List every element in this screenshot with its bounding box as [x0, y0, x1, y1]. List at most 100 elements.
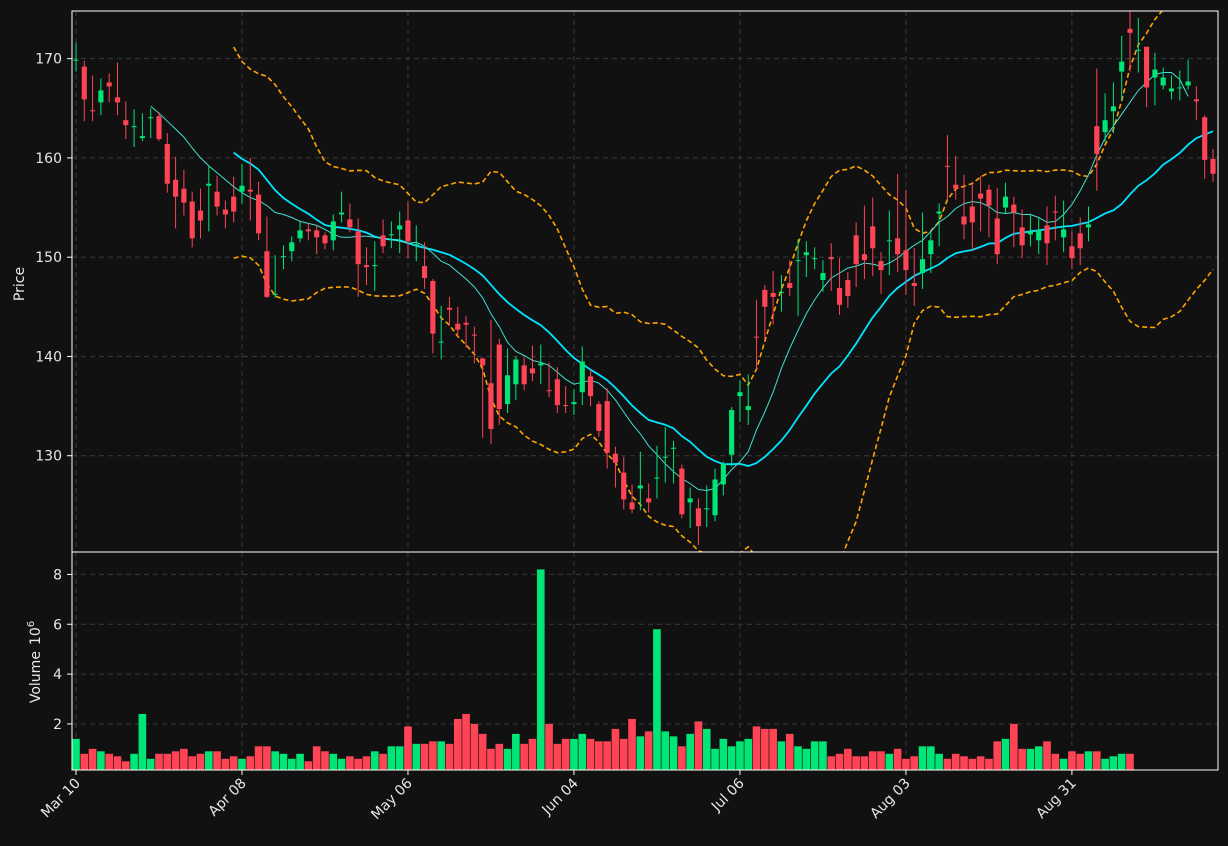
candle-body: [870, 226, 876, 249]
candle-body: [812, 258, 818, 260]
candle-body: [770, 292, 776, 297]
candle-body: [330, 221, 336, 241]
volume-bar: [536, 569, 545, 770]
upper-band-line: [233, 11, 1164, 387]
volume-bar: [1092, 751, 1101, 770]
candle-body: [339, 212, 345, 215]
candle-body: [397, 225, 403, 230]
candle-body: [206, 183, 212, 186]
volume-bar: [902, 758, 910, 770]
candle-body: [612, 453, 619, 463]
candle-body: [1069, 246, 1075, 259]
candle-body: [463, 322, 469, 325]
candle-body: [90, 110, 96, 112]
candle-body: [861, 254, 868, 261]
candle-body: [579, 361, 585, 393]
candle-body: [1027, 231, 1033, 235]
volume-bar: [628, 718, 636, 770]
volume-bar: [1009, 723, 1018, 770]
volume-panel: [72, 569, 1134, 770]
volume-bar: [702, 728, 711, 770]
candle-body: [563, 405, 569, 407]
volume-bar: [1084, 751, 1093, 770]
candle-body: [828, 257, 834, 260]
candle-body: [504, 375, 511, 405]
candle-body: [554, 379, 560, 406]
volume-bar: [188, 756, 197, 770]
price-tick-label: 140: [35, 349, 62, 365]
volume-bar: [644, 731, 653, 770]
candle-body: [123, 120, 129, 126]
volume-bar: [88, 748, 97, 770]
candle-body: [895, 238, 901, 255]
volume-bar: [487, 748, 495, 770]
candle-body: [214, 191, 220, 207]
volume-tick-label: 8: [53, 567, 62, 583]
candle-body: [1052, 211, 1058, 213]
candle-body: [1185, 81, 1191, 86]
volume-bar: [761, 728, 769, 770]
candle-body: [587, 376, 594, 397]
volume-bar: [520, 743, 528, 770]
volume-bar: [918, 746, 927, 770]
candle-body: [787, 282, 793, 288]
volume-bar: [893, 748, 902, 770]
volume-bar: [785, 733, 794, 770]
volume-bar: [819, 741, 827, 770]
volume-bar: [387, 746, 396, 770]
candle-body: [853, 235, 859, 265]
volume-bar: [429, 741, 437, 770]
volume-bar: [653, 629, 661, 770]
fast-moving-average-line: [150, 72, 1189, 492]
volume-bar: [769, 728, 777, 770]
volume-bar: [611, 728, 620, 770]
candle-body: [148, 117, 154, 119]
price-tick-label: 160: [35, 151, 62, 167]
volume-bar: [561, 738, 570, 770]
candle-body: [753, 336, 760, 338]
candle-body: [944, 165, 950, 167]
volume-bar: [180, 748, 188, 770]
volume-bar: [512, 733, 520, 770]
volume-bar: [885, 753, 894, 770]
candle-body: [438, 341, 444, 343]
volume-bar: [263, 746, 271, 770]
candle-body: [1210, 158, 1216, 174]
candle-body: [994, 218, 1000, 255]
volume-bar: [97, 751, 105, 770]
candle-body: [347, 219, 353, 228]
candle-body: [372, 265, 378, 267]
volume-bar: [1018, 748, 1026, 770]
volume-bar: [719, 738, 728, 770]
volume-bar: [545, 723, 553, 770]
candle-body: [272, 293, 278, 295]
price-tick-label: 130: [35, 449, 62, 465]
candle-body: [305, 229, 311, 232]
volume-bar: [910, 756, 919, 770]
volume-axis-label: Volume 106: [26, 621, 44, 703]
candle-body: [280, 256, 287, 258]
candle-body: [1168, 88, 1175, 92]
volume-bar: [993, 741, 1002, 770]
candle-body: [297, 230, 303, 239]
volume-bar: [395, 746, 404, 770]
candle-body: [1110, 106, 1116, 112]
candle-body: [969, 206, 975, 223]
candle-body: [430, 281, 436, 334]
candle-body: [81, 66, 87, 100]
candle-body: [903, 250, 909, 271]
volume-bar: [852, 756, 860, 770]
candle-body: [156, 116, 162, 140]
volume-bar: [321, 751, 329, 770]
volume-bar: [1126, 753, 1134, 770]
volume-bar: [503, 748, 512, 770]
volume-bar: [927, 746, 935, 770]
volume-bar: [470, 723, 479, 770]
volume-bar: [1109, 756, 1118, 770]
volume-tick-label: 6: [53, 617, 62, 633]
candle-body: [131, 126, 137, 128]
volume-bar: [238, 758, 246, 770]
candle-body: [380, 235, 386, 247]
volume-bar: [296, 753, 304, 770]
candle-body: [795, 260, 801, 262]
